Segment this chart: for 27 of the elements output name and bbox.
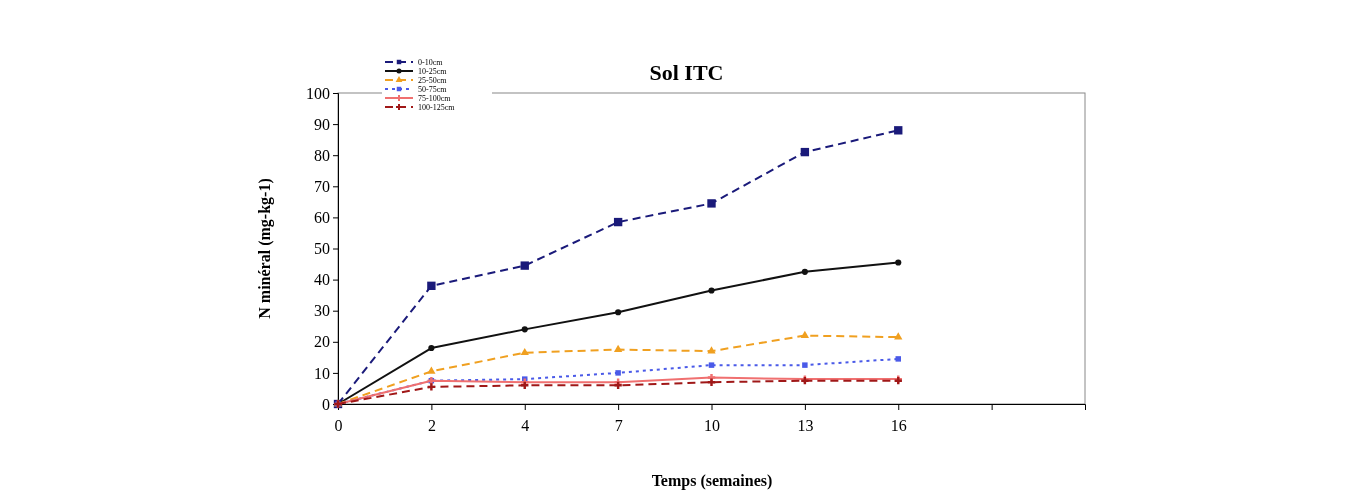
y-tick-label: 60	[314, 209, 330, 227]
x-tick-label: 16	[890, 416, 907, 434]
x-axis-title: Temps (semaines)	[651, 472, 773, 490]
x-tick-label: 2	[427, 416, 436, 434]
legend-label: 0-10cm	[418, 58, 444, 67]
y-tick-label: 30	[314, 302, 330, 320]
legend-label: 50-75cm	[418, 85, 448, 94]
x-tick-label: 13	[797, 416, 814, 434]
legend-label: 10-25cm	[418, 67, 448, 76]
x-tick-label: 4	[521, 416, 530, 434]
x-tick-label: 10	[704, 416, 720, 434]
y-tick-label: 90	[314, 115, 330, 133]
legend-label: 25-50cm	[418, 76, 448, 85]
legend-label: 100-125cm	[418, 103, 456, 112]
y-tick-label: 100	[306, 84, 330, 102]
y-tick-label: 80	[314, 146, 330, 164]
legend-label: 75-100cm	[418, 94, 452, 103]
x-tick-label: 7	[614, 416, 623, 434]
y-tick-label: 0	[322, 395, 330, 413]
y-tick-label: 70	[314, 177, 330, 195]
y-tick-label: 40	[314, 271, 330, 289]
x-tick-label: 0	[334, 416, 343, 434]
y-tick-label: 20	[314, 333, 330, 351]
y-tick-label: 10	[314, 364, 330, 382]
chart-title: Sol ITC	[649, 60, 724, 85]
y-axis-title: N minéral (mg-kg-1)	[256, 178, 274, 319]
y-tick-label: 50	[314, 240, 330, 258]
